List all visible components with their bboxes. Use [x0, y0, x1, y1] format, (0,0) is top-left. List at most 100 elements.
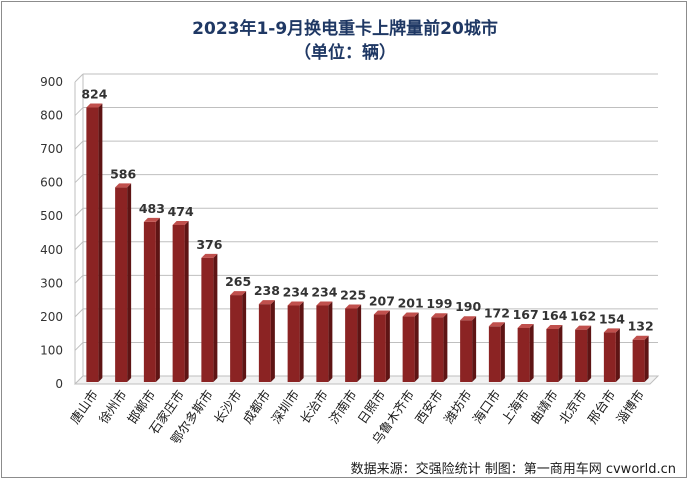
bar-side [472, 316, 477, 382]
bar-top [603, 328, 620, 333]
bar-top [575, 325, 592, 330]
data-label: 167 [513, 307, 539, 322]
data-label: 154 [599, 311, 625, 326]
bar-side [184, 220, 189, 382]
bar-side [299, 301, 304, 382]
x-tick-label: 深圳市 [268, 387, 302, 426]
gridline-diagonal [74, 73, 84, 83]
bars [86, 103, 649, 382]
x-tick-label: 上海市 [498, 387, 532, 426]
bar-top [258, 300, 275, 305]
x-tick-label: 邢台市 [585, 387, 619, 426]
x-tick-label: 长治市 [297, 387, 331, 426]
data-label: 376 [196, 237, 222, 252]
bar [546, 328, 559, 382]
bar-side [385, 310, 390, 382]
bar [230, 295, 243, 382]
y-tick-label: 800 [40, 109, 63, 123]
bar-top [345, 304, 362, 309]
gridline-diagonal [74, 174, 84, 184]
data-label: 238 [254, 283, 280, 298]
gridline-diagonal [74, 107, 84, 116]
bar [402, 316, 415, 382]
gridline-diagonal [74, 140, 84, 150]
bar [517, 327, 530, 382]
x-tick-label: 长沙市 [211, 387, 245, 426]
y-tick-label: 0 [55, 377, 63, 391]
data-label: 199 [426, 296, 452, 311]
bar-top [287, 301, 304, 306]
data-label: 164 [541, 308, 567, 323]
bar-top [316, 301, 333, 306]
x-tick-label: 淄博市 [613, 387, 647, 426]
data-label: 483 [139, 201, 165, 216]
y-tick-label: 400 [40, 243, 63, 257]
y-tick-label: 700 [40, 142, 63, 156]
chart-title: 2023年1-9月换电重卡上牌量前20城市 [192, 19, 498, 39]
gridline-diagonal [74, 241, 84, 251]
bar [316, 305, 329, 382]
bar [143, 221, 156, 382]
bar-side [500, 322, 505, 382]
bar-top [402, 312, 419, 317]
bar [431, 317, 444, 382]
y-tick-label: 500 [40, 209, 63, 223]
bar-top [488, 322, 505, 327]
data-label: 586 [110, 166, 136, 181]
bar-top [632, 335, 649, 340]
bar-side [644, 335, 649, 382]
labels: 0 100 200 300 400 500 600 700 800 900 824 唐山市 586 徐州市… [40, 75, 654, 447]
x-tick-label: 海口市 [470, 387, 504, 426]
y-tick-label: 300 [40, 276, 63, 290]
x-tick-label: 徐州市 [96, 387, 130, 426]
axes [73, 74, 660, 385]
bar-top [115, 183, 132, 188]
data-label: 234 [311, 284, 337, 299]
bar [488, 326, 501, 382]
bar [603, 332, 616, 382]
bar [258, 304, 271, 382]
bar [115, 187, 128, 382]
bar-top [460, 316, 477, 321]
bar [86, 107, 99, 382]
bar-side [155, 217, 160, 382]
bar [287, 305, 300, 382]
bar-side [127, 183, 132, 382]
bar-top [373, 310, 390, 315]
bar-side [98, 103, 103, 382]
data-label: 207 [369, 294, 395, 309]
bar-top [172, 220, 189, 225]
y-tick-label: 600 [40, 176, 63, 190]
grid-lines [74, 73, 658, 385]
gridline-diagonal [74, 207, 84, 217]
y-tick-label: 200 [40, 310, 63, 324]
bar-side [443, 313, 448, 382]
gridline-diagonal [74, 274, 84, 284]
gridline-diagonal [74, 342, 84, 351]
bar-side [615, 328, 620, 382]
bar-top [143, 217, 160, 222]
data-label: 132 [628, 319, 654, 334]
bar-side [587, 325, 592, 382]
source-note: 数据来源：交强险统计 制图：第一商用车网 cvworld.cn [350, 462, 676, 477]
bar [373, 314, 386, 382]
bar-top [431, 313, 448, 318]
x-tick-label: 潍坊市 [441, 387, 475, 426]
bar-side [529, 323, 534, 382]
bar-side [328, 301, 333, 382]
bar [172, 224, 185, 382]
bar [632, 339, 645, 382]
data-label: 172 [484, 305, 510, 320]
bar-side [270, 300, 275, 382]
bar-top [546, 324, 563, 329]
bar [575, 329, 588, 382]
bar-top [230, 291, 247, 296]
x-tick-label: 曲靖市 [527, 387, 561, 426]
bar-top [201, 253, 218, 258]
y-tick-label: 900 [40, 75, 63, 89]
y-tick-label: 100 [40, 343, 63, 357]
data-label: 201 [398, 296, 424, 311]
data-label: 190 [455, 299, 481, 314]
data-label: 824 [81, 87, 107, 102]
